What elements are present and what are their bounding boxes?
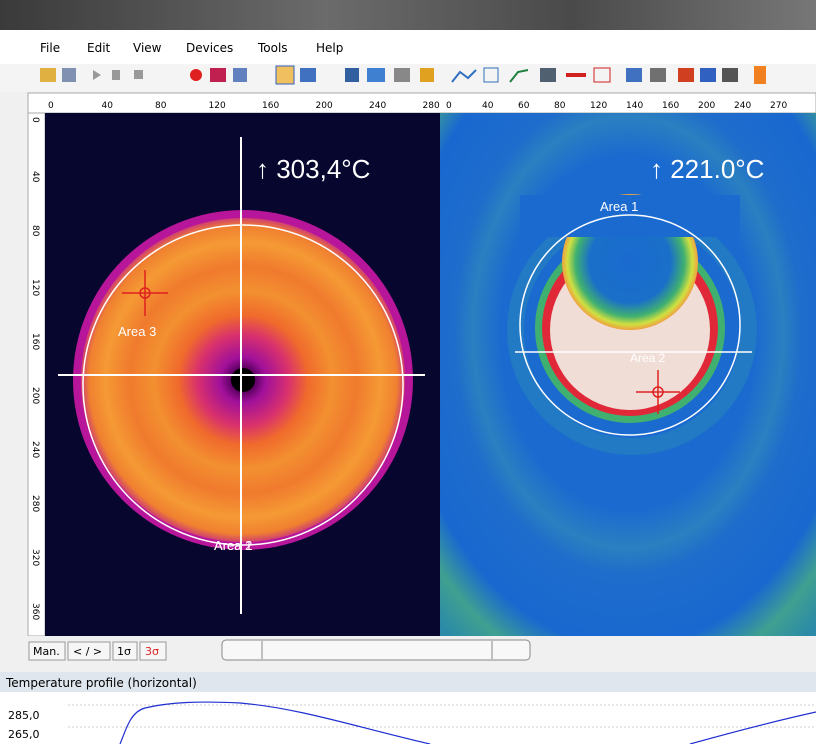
thermal-center — [231, 368, 255, 392]
ruler-label: 120 — [590, 101, 607, 111]
menu-item[interactable]: Devices — [186, 41, 233, 55]
menu-item[interactable]: File — [40, 41, 60, 55]
ruler-label: 80 — [155, 101, 167, 111]
icon[interactable] — [593, 67, 611, 83]
ruler-label: 160 — [662, 101, 679, 111]
ruler-label: 320 — [30, 549, 40, 566]
ruler-label: 280 — [30, 495, 40, 512]
line-icon[interactable] — [451, 69, 477, 83]
ruler-label: 0 — [446, 101, 452, 111]
palette-icon[interactable] — [275, 65, 295, 85]
button-label[interactable]: Man. — [33, 645, 60, 658]
ruler-label: 200 — [30, 387, 40, 404]
ruler-label: 240 — [734, 101, 751, 111]
icon[interactable] — [566, 73, 586, 77]
ruler-label: 270 — [770, 101, 787, 111]
menu-bar — [0, 30, 816, 64]
record-icon[interactable] — [190, 69, 202, 81]
pause-icon[interactable] — [112, 70, 120, 80]
ruler-label: 360 — [30, 603, 40, 620]
area-label: Area 2 — [630, 351, 666, 365]
icon[interactable] — [678, 68, 694, 82]
button[interactable] — [28, 641, 66, 661]
ruler-label: 200 — [698, 101, 715, 111]
ruler-label: 40 — [482, 101, 494, 111]
icon[interactable] — [700, 68, 716, 82]
crosshair — [636, 370, 680, 414]
stop-icon[interactable] — [134, 70, 143, 79]
ruler-label: 60 — [518, 101, 530, 111]
button[interactable] — [67, 641, 111, 661]
icon[interactable] — [394, 68, 410, 82]
profile-line — [119, 701, 816, 744]
icon[interactable] — [509, 69, 529, 83]
icon[interactable] — [754, 66, 766, 84]
toolbar-icons — [40, 65, 766, 85]
max-temperature: ↑ 221.0°C — [650, 154, 764, 184]
menu-item[interactable]: Tools — [257, 41, 288, 55]
y-tick-label: 285,0 — [8, 709, 40, 722]
buttons: Man. < / > 1σ 3σ — [28, 641, 167, 661]
menu-item[interactable]: Edit — [87, 41, 111, 55]
icon[interactable] — [650, 68, 666, 82]
ruler-label: 160 — [262, 101, 279, 111]
snapshot-icon[interactable] — [210, 68, 226, 82]
crosshair — [122, 270, 168, 316]
copy-icon[interactable] — [233, 68, 247, 82]
ruler-label: 120 — [209, 101, 226, 111]
open-icon[interactable] — [40, 68, 56, 82]
ruler-label: 40 — [30, 171, 40, 183]
area-label: Area 1 — [600, 199, 638, 214]
ruler-label: 40 — [102, 101, 114, 111]
button[interactable] — [112, 641, 138, 661]
save-icon[interactable] — [62, 68, 76, 82]
ruler-labels: 0 40 80 120 160 200 240 280 0 40 60 80 120 140 160 200 2… — [30, 101, 787, 620]
icon[interactable] — [540, 68, 556, 82]
area-circle — [82, 224, 404, 546]
play-icon[interactable] — [93, 70, 101, 80]
ruler-label: 80 — [554, 101, 566, 111]
ruler-label: 0 — [30, 117, 40, 123]
area-label: Area 3 — [118, 324, 156, 339]
ruler-label: 80 — [30, 225, 40, 237]
button[interactable] — [139, 641, 167, 661]
area-label: Area 2 — [214, 538, 252, 553]
ruler-label: 160 — [30, 333, 40, 350]
panel-title: Temperature profile (horizontal) — [5, 676, 197, 690]
icon[interactable] — [345, 68, 359, 82]
area-label: Area 1 — [214, 538, 252, 553]
icon[interactable] — [483, 67, 499, 83]
icon[interactable] — [300, 68, 316, 82]
menu-item[interactable]: View — [133, 41, 162, 55]
icon[interactable] — [722, 68, 738, 82]
icon[interactable] — [626, 68, 642, 82]
histogram-icon[interactable] — [367, 68, 385, 82]
ruler-label: 120 — [30, 279, 40, 296]
thermal-cool — [520, 195, 740, 237]
button-label[interactable]: 1σ — [117, 645, 131, 658]
area-circle — [519, 214, 741, 436]
menu-item[interactable]: Help — [316, 41, 343, 55]
scrollbar[interactable] — [221, 639, 531, 661]
profile-chart — [0, 692, 816, 744]
ruler-label: 280 — [423, 101, 440, 111]
max-temperature: ↑ 303,4°C — [256, 154, 370, 184]
ruler-label: 140 — [626, 101, 643, 111]
panel-header — [0, 672, 816, 692]
title-bar — [0, 0, 816, 30]
ruler-label: 200 — [316, 101, 333, 111]
ruler-label: 0 — [48, 101, 54, 111]
y-tick-label: 265,0 — [8, 728, 40, 741]
button-label[interactable]: 3σ — [145, 645, 159, 658]
menu: File Edit View Devices Tools Help — [40, 41, 343, 55]
icon[interactable] — [420, 68, 434, 82]
ruler-label: 240 — [369, 101, 386, 111]
button-label[interactable]: < / > — [73, 645, 102, 658]
ruler-label: 240 — [30, 441, 40, 458]
